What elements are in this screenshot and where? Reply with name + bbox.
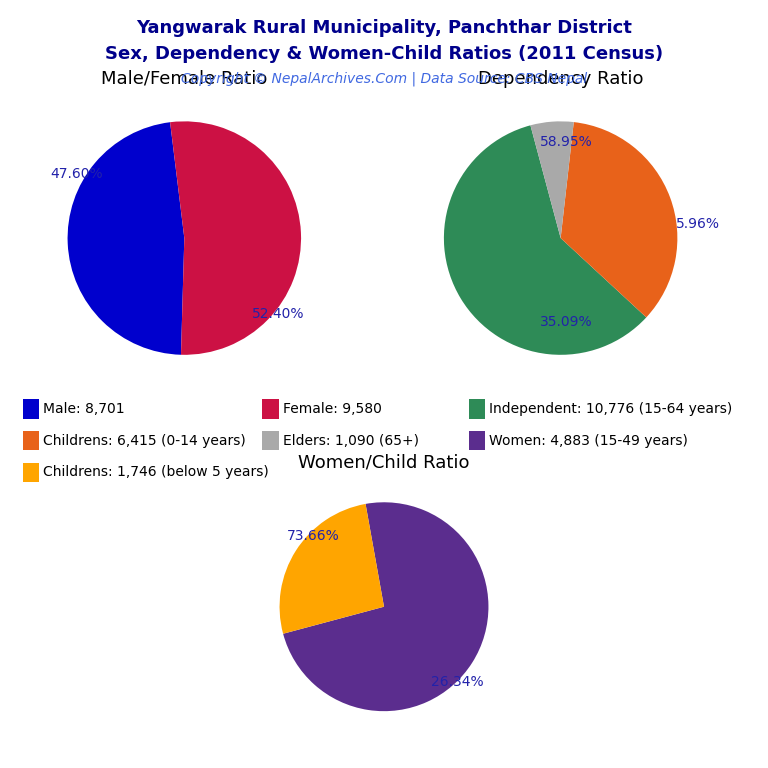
Text: Copyright © NepalArchives.Com | Data Source: CBS Nepal: Copyright © NepalArchives.Com | Data Sou… (181, 71, 587, 86)
Text: 5.96%: 5.96% (677, 217, 720, 231)
Text: 26.34%: 26.34% (431, 675, 483, 689)
Text: 47.60%: 47.60% (51, 167, 103, 181)
FancyBboxPatch shape (468, 399, 485, 419)
Text: 35.09%: 35.09% (540, 315, 593, 329)
Title: Male/Female Ratio: Male/Female Ratio (101, 70, 267, 88)
Wedge shape (561, 122, 677, 317)
Wedge shape (280, 504, 384, 634)
Text: 73.66%: 73.66% (286, 528, 339, 543)
FancyBboxPatch shape (23, 399, 39, 419)
Title: Women/Child Ratio: Women/Child Ratio (298, 454, 470, 472)
Text: Sex, Dependency & Women-Child Ratios (2011 Census): Sex, Dependency & Women-Child Ratios (20… (105, 45, 663, 62)
Text: Female: 9,580: Female: 9,580 (283, 402, 382, 416)
FancyBboxPatch shape (263, 399, 279, 419)
Text: Yangwarak Rural Municipality, Panchthar District: Yangwarak Rural Municipality, Panchthar … (136, 19, 632, 37)
FancyBboxPatch shape (23, 462, 39, 482)
Wedge shape (68, 122, 184, 355)
Text: Women: 4,883 (15-49 years): Women: 4,883 (15-49 years) (489, 434, 688, 448)
Text: Male: 8,701: Male: 8,701 (43, 402, 125, 416)
Wedge shape (283, 502, 488, 711)
Wedge shape (170, 121, 301, 355)
Wedge shape (444, 125, 647, 355)
Text: Elders: 1,090 (65+): Elders: 1,090 (65+) (283, 434, 419, 448)
FancyBboxPatch shape (263, 431, 279, 450)
Text: Independent: 10,776 (15-64 years): Independent: 10,776 (15-64 years) (489, 402, 733, 416)
FancyBboxPatch shape (23, 431, 39, 450)
Wedge shape (531, 121, 574, 238)
FancyBboxPatch shape (468, 431, 485, 450)
Text: Childrens: 6,415 (0-14 years): Childrens: 6,415 (0-14 years) (43, 434, 246, 448)
Text: Childrens: 1,746 (below 5 years): Childrens: 1,746 (below 5 years) (43, 465, 269, 479)
Text: 52.40%: 52.40% (251, 307, 304, 321)
Text: 58.95%: 58.95% (540, 135, 593, 149)
Title: Dependency Ratio: Dependency Ratio (478, 70, 644, 88)
